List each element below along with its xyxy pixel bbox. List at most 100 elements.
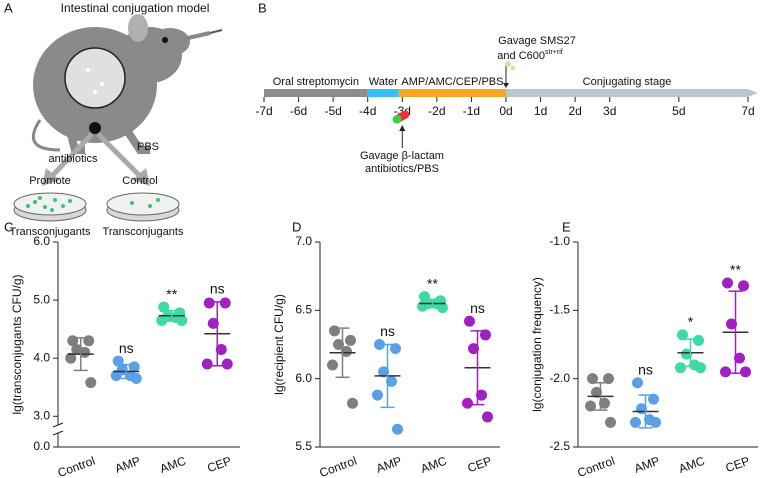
data-point [221, 358, 233, 370]
data-point [630, 416, 641, 428]
y-tick-label: 5.0 [33, 292, 50, 306]
data-point [587, 373, 598, 385]
timeline-segment [367, 89, 399, 97]
day-label: -2d [428, 104, 445, 118]
data-point [327, 359, 338, 371]
data-point [695, 362, 706, 374]
day-label: -1d [463, 104, 480, 118]
x-tick-label: Control [56, 454, 97, 478]
data-point [632, 377, 643, 389]
significance: ns [638, 361, 653, 377]
data-point [675, 362, 686, 374]
day-label: -7d [255, 104, 272, 118]
data-point [599, 397, 610, 409]
timeline-segment [398, 89, 506, 97]
data-point [603, 373, 614, 385]
x-tick-label: Control [575, 454, 616, 478]
data-point [392, 423, 403, 435]
y-axis-label: lg(transconjugants CFU/g) [10, 274, 24, 414]
x-tick-label: CEP [466, 454, 494, 476]
y-axis-label: lg(recipient CFU/g) [272, 294, 286, 395]
significance: ns [210, 281, 225, 297]
day-label: 2d [568, 104, 581, 118]
day-label: 1d [534, 104, 547, 118]
timeline-arrow [748, 89, 758, 97]
data-point [605, 416, 616, 428]
data-point [201, 358, 213, 370]
y-tick-label: -2.0 [549, 371, 570, 385]
note: Gavage SMS27 [498, 35, 576, 47]
x-tick-label: CEP [205, 454, 233, 476]
day-label: 5d [672, 104, 685, 118]
data-point [720, 366, 731, 378]
data-point [482, 411, 493, 423]
data-point [156, 314, 168, 326]
y-tick-label: -1.0 [549, 234, 570, 248]
data-point [341, 345, 352, 357]
note-text: and C600 [497, 50, 545, 62]
data-point [693, 334, 704, 346]
data-point [374, 339, 385, 350]
data-point [386, 375, 397, 387]
data-point [347, 397, 358, 409]
day-label: 0d [499, 104, 512, 118]
axis-break [52, 430, 64, 436]
segment-label: Conjugating stage [583, 76, 672, 88]
data-point [437, 302, 448, 314]
data-point [215, 343, 227, 355]
note: and C600str+rif [497, 49, 562, 62]
significance: ** [427, 275, 438, 291]
x-tick-label: AMP [113, 454, 142, 476]
data-point [650, 416, 661, 428]
data-point [203, 297, 215, 309]
tube-icon [505, 61, 516, 71]
petri-dish [13, 192, 180, 222]
segment-label: Oral streptomycin [273, 76, 359, 88]
x-tick-label: CEP [724, 454, 752, 476]
x-tick-label: AMC [158, 454, 188, 476]
data-point [372, 389, 383, 401]
x-tick-label: Control [317, 454, 358, 478]
dish-label: Promote [29, 175, 71, 187]
data-point [329, 325, 340, 337]
arrow-label: PBS [137, 141, 159, 153]
y-tick-label: -1.5 [549, 303, 570, 317]
data-point [130, 373, 142, 385]
arrow-label: antibiotics [49, 153, 98, 165]
mouse [31, 14, 223, 154]
note-superscript: str+rif [545, 49, 563, 56]
panel-letter: C [4, 219, 13, 234]
y-tick-label: 0.0 [33, 439, 50, 453]
data-point [85, 377, 97, 389]
data-point [378, 366, 389, 378]
y-tick-label: 7.0 [295, 234, 312, 248]
y-tick-label: 3.0 [33, 408, 50, 422]
y-axis-label: lg(conjugation frequency) [530, 277, 544, 412]
data-point [468, 343, 479, 355]
day-label: 3d [603, 104, 616, 118]
day-label: -4d [359, 104, 376, 118]
data-point [417, 300, 428, 312]
data-point [345, 334, 356, 346]
data-point [110, 370, 122, 382]
data-point [591, 386, 602, 398]
arrows [42, 132, 150, 186]
day-label: 7d [741, 104, 754, 118]
timeline: Oral streptomycin Water AMP/AMC/CEP/PBS Con… [255, 63, 758, 148]
data-point [176, 314, 188, 326]
data-point [476, 389, 487, 401]
panel-letter: A [4, 0, 13, 15]
data-point [681, 348, 692, 360]
y-tick-label: 4.0 [33, 350, 50, 364]
day-label: -6d [290, 104, 307, 118]
dish-caption: Transconjugants [103, 226, 184, 238]
panel-title: Intestinal conjugation model [61, 1, 210, 15]
data-point [726, 318, 737, 330]
data-point [333, 339, 344, 350]
data-point [738, 280, 749, 292]
data-point [83, 335, 95, 347]
pill-icon [392, 110, 410, 124]
segment-label: AMP/AMC/CEP/PBS [401, 76, 503, 88]
panel-letter: B [258, 0, 267, 15]
segment-label: Water [369, 76, 398, 88]
